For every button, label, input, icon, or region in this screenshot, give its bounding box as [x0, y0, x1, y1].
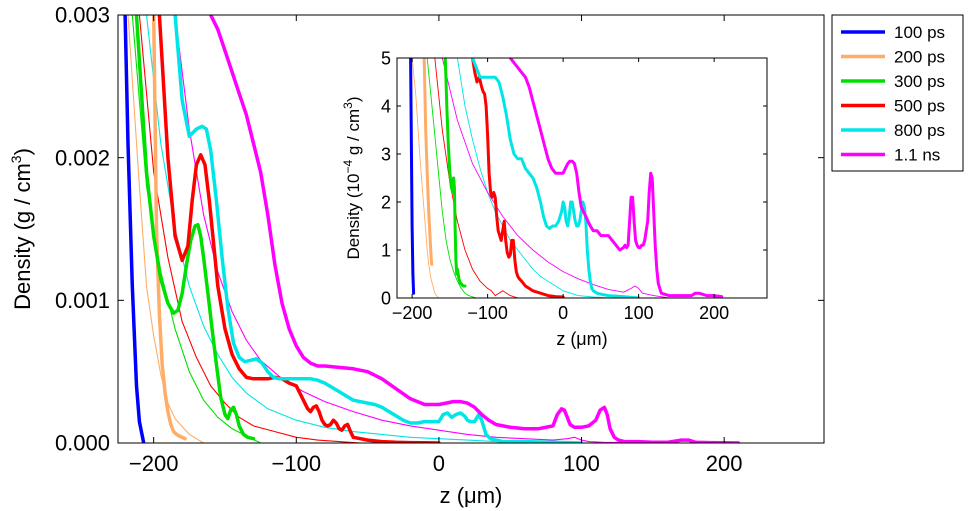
main-y-tick-label: 0.000	[55, 431, 110, 456]
main-series-group	[123, 15, 741, 443]
main-x-tick-label: −100	[272, 451, 322, 476]
legend: 100 ps 200 ps 300 ps 500 ps 800 ps 1.1 ns	[831, 14, 964, 172]
inset-series-100-ps	[409, 58, 416, 295]
main-series-300-ps	[134, 15, 256, 441]
main-x-tick-label: −200	[129, 451, 179, 476]
main-x-tick-label: 200	[706, 451, 743, 476]
inset-x-tick-label: 100	[624, 303, 654, 323]
inset-x-axis-label: z (μm)	[556, 329, 607, 349]
inset-series-group	[409, 58, 724, 298]
main-series-200-ps-thin	[127, 15, 205, 443]
main-x-tick-label: 0	[433, 451, 445, 476]
inset-x-tick-label: 0	[558, 303, 568, 323]
inset-x-tick-label: −100	[467, 303, 508, 323]
inset-series-800-ps	[471, 58, 641, 298]
legend-label-300-ps: 300 ps	[894, 72, 945, 91]
inset-y-tick-label: 5	[381, 48, 391, 68]
legend-label-500-ps: 500 ps	[894, 97, 945, 116]
main-x-tick-label: 100	[563, 451, 600, 476]
inset-series-800-ps-thin	[456, 58, 609, 298]
legend-entries: 100 ps 200 ps 300 ps 500 ps 800 ps 1.1 ns	[841, 23, 945, 165]
inset-series-1-1-ns	[508, 58, 724, 298]
inset-y-tick-label: 3	[381, 144, 391, 164]
inset-plot: −200 −100 0 100 200 0 1 2 3 4 5 z (μm) Density (10…	[341, 48, 768, 349]
inset-y-tick-label: 4	[381, 96, 391, 116]
inset-ticks: −200 −100 0 100 200 0 1 2 3 4 5	[381, 48, 767, 323]
main-y-tick-label: 0.003	[55, 3, 110, 28]
main-plot-frame	[117, 14, 825, 444]
legend-label-800-ps: 800 ps	[894, 121, 945, 140]
inset-series-1-1-ns-thin	[441, 58, 670, 298]
main-series-500-ps	[157, 15, 441, 443]
inset-series-200-ps	[422, 58, 434, 266]
inset-series-500-ps	[471, 58, 565, 298]
legend-label-100-ps: 100 ps	[894, 23, 945, 42]
main-y-tick-label: 0.001	[55, 288, 110, 313]
main-series-1-1-ns	[208, 15, 741, 443]
inset-series-300-ps	[443, 58, 467, 288]
main-x-axis-label: z (μm)	[440, 483, 503, 508]
main-y-axis-label: Density (g / cm3)	[8, 148, 35, 310]
main-series-800-ps	[173, 15, 584, 443]
main-series-200-ps	[151, 15, 187, 441]
main-series-100-ps	[123, 15, 146, 443]
main-y-tick-label: 0.002	[55, 145, 110, 170]
inset-y-tick-label: 2	[381, 192, 391, 212]
inset-x-tick-label: −200	[392, 303, 433, 323]
legend-label-200-ps: 200 ps	[894, 48, 945, 67]
inset-plot-frame	[396, 57, 768, 299]
inset-series-200-ps-thin	[411, 58, 439, 298]
legend-label-1-1-ns: 1.1 ns	[894, 146, 940, 165]
inset-plot-background	[397, 58, 767, 298]
inset-y-tick-label: 1	[381, 240, 391, 260]
inset-x-tick-label: 200	[699, 303, 729, 323]
main-series-800-ps-thin	[145, 15, 554, 443]
inset-y-axis-label: Density (10−4 g / cm3)	[341, 96, 363, 259]
inset-y-tick-label: 0	[381, 288, 391, 308]
legend-box	[831, 14, 964, 172]
inset-series-300-ps-thin	[426, 58, 477, 298]
